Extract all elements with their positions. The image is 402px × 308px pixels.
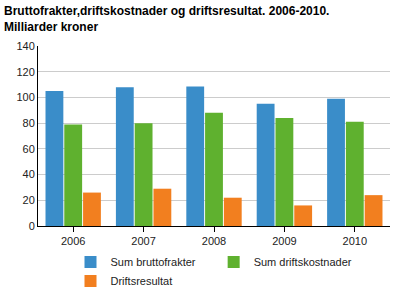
svg-text:40: 40 [23,168,35,180]
svg-text:20: 20 [23,194,35,206]
svg-text:Sum bruttofrakter: Sum bruttofrakter [111,256,196,268]
svg-text:60: 60 [23,143,35,155]
svg-text:Bruttofrakter,driftskostnader: Bruttofrakter,driftskostnader og driftsr… [4,4,329,34]
svg-text:140: 140 [16,40,34,52]
svg-text:2009: 2009 [272,235,296,247]
svg-text:0: 0 [29,220,35,232]
svg-text:Driftsresultat: Driftsresultat [111,275,173,287]
svg-text:100: 100 [16,91,34,103]
svg-text:Sum driftskostnader: Sum driftskostnader [254,256,352,268]
svg-text:80: 80 [23,117,35,129]
svg-text:2008: 2008 [202,235,226,247]
svg-text:120: 120 [16,66,34,78]
svg-text:2010: 2010 [343,235,367,247]
svg-text:2007: 2007 [131,235,155,247]
svg-text:2006: 2006 [61,235,85,247]
